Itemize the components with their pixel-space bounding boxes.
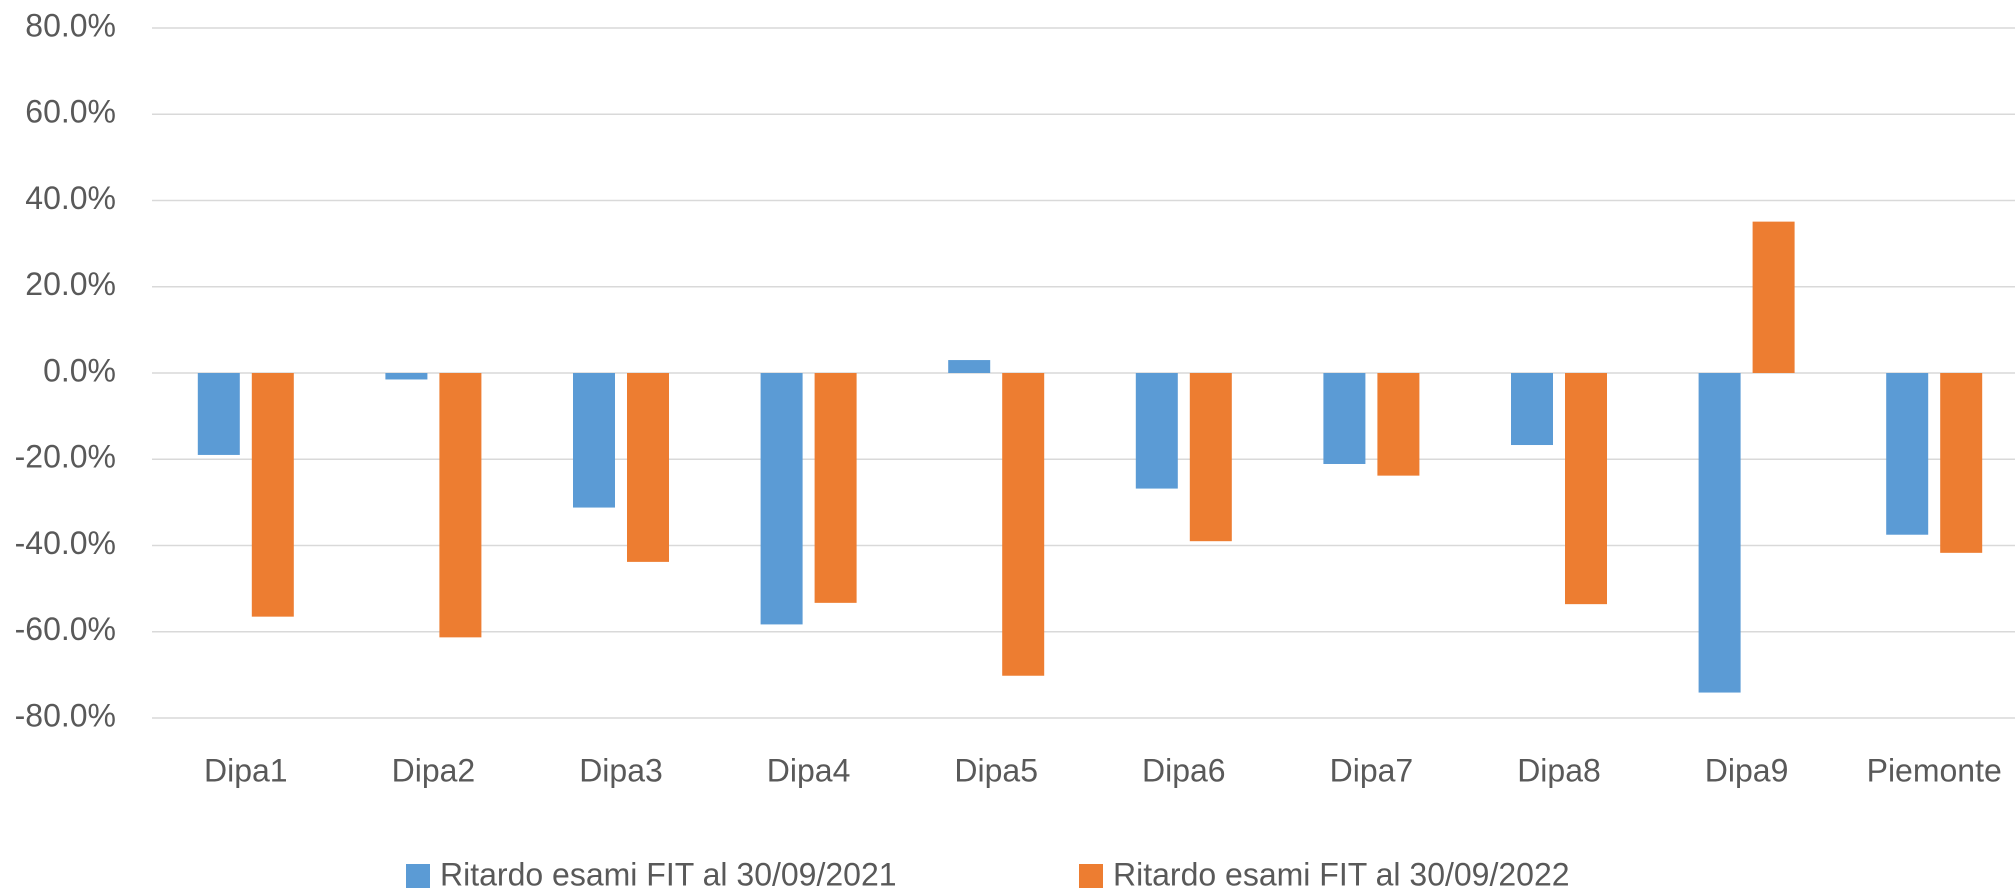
legend-label: Ritardo esami FIT al 30/09/2021: [440, 856, 897, 892]
bar: [948, 360, 991, 373]
x-tick-label: Dipa5: [954, 752, 1038, 788]
legend-swatch: [1079, 864, 1103, 888]
y-tick-label: -80.0%: [15, 697, 116, 733]
legend-label: Ritardo esami FIT al 30/09/2022: [1113, 856, 1570, 892]
bar: [1698, 373, 1741, 693]
bar: [814, 373, 857, 603]
y-tick-label: -40.0%: [15, 525, 116, 561]
x-tick-label: Dipa7: [1330, 752, 1414, 788]
bar: [1377, 373, 1420, 476]
bar: [1752, 221, 1795, 373]
x-tick-label: Dipa9: [1705, 752, 1789, 788]
bar: [197, 373, 240, 455]
y-tick-label: 60.0%: [25, 94, 116, 130]
bar: [1135, 373, 1178, 489]
legend-swatch: [406, 864, 430, 888]
x-tick-label: Piemonte: [1867, 752, 2002, 788]
bar: [1940, 373, 1983, 553]
x-tick-label: Dipa4: [767, 752, 851, 788]
x-tick-label: Dipa2: [392, 752, 476, 788]
y-tick-label: 80.0%: [25, 7, 116, 43]
y-tick-label: 0.0%: [43, 352, 116, 388]
y-tick-label: 40.0%: [25, 180, 116, 216]
y-tick-label: -20.0%: [15, 439, 116, 475]
x-tick-label: Dipa6: [1142, 752, 1226, 788]
bar: [760, 373, 803, 625]
y-tick-label: -60.0%: [15, 611, 116, 647]
bar: [1002, 373, 1045, 676]
bar: [1189, 373, 1232, 542]
bar: [1511, 373, 1553, 446]
bar: [1323, 373, 1366, 464]
y-tick-label: 20.0%: [25, 266, 116, 302]
bar: [385, 373, 428, 380]
x-tick-label: Dipa3: [579, 752, 663, 788]
bar: [439, 373, 482, 638]
x-tick-label: Dipa8: [1517, 752, 1601, 788]
bar: [1565, 373, 1607, 605]
bar: [573, 373, 615, 508]
bar: [627, 373, 669, 562]
x-tick-label: Dipa1: [204, 752, 288, 788]
bar: [1886, 373, 1929, 535]
bar: [251, 373, 294, 617]
